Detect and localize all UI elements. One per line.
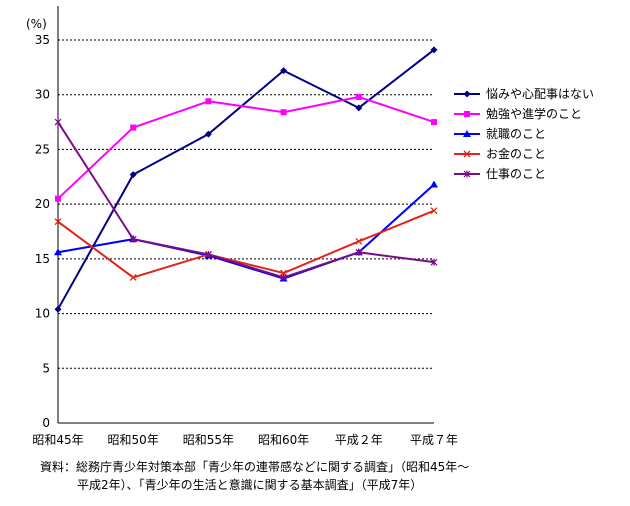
y-tick-20: 20 <box>35 197 50 211</box>
y-tick-10: 10 <box>35 307 50 321</box>
series-line-0 <box>57 49 435 310</box>
point-3-0 <box>54 218 62 226</box>
point-3-1 <box>129 274 137 281</box>
y-tick-25: 25 <box>35 142 50 156</box>
point-1-3 <box>280 109 287 116</box>
point-0-1 <box>129 171 137 179</box>
legend-item-1: 勉強や進学のこと <box>454 106 582 121</box>
legend-marker-4 <box>463 170 471 178</box>
point-1-4 <box>355 93 362 100</box>
legend-marker-2 <box>463 130 471 137</box>
y-tick-5: 5 <box>42 361 50 375</box>
source-line-1: 資料：総務庁青少年対策本部「青少年の連帯感などに関する調査」（昭和45年～ <box>40 460 470 474</box>
source-line-2: 平成2年）、「青少年の生活と意識に関する基本調査」（平成7年） <box>77 478 423 492</box>
legend-marker-1 <box>464 111 470 117</box>
y-tick-35: 35 <box>35 33 50 47</box>
legend-marker-3 <box>463 150 471 158</box>
x-tick-labels: 昭和45年 昭和50年 昭和55年 昭和60年 平成２年 平成７年 <box>32 433 458 447</box>
point-1-1 <box>130 124 137 131</box>
x-tick-5: 平成７年 <box>410 433 458 447</box>
point-4-3 <box>280 273 288 281</box>
point-3-4 <box>355 237 363 245</box>
legend-item-3: お金のこと <box>454 146 546 161</box>
y-tick-0: 0 <box>42 416 50 430</box>
y-tick-15: 15 <box>35 252 50 266</box>
legend-label-2: 就職のこと <box>486 127 546 141</box>
legend-label-3: お金のこと <box>486 146 546 161</box>
point-0-2 <box>204 130 212 138</box>
point-1-2 <box>205 98 212 105</box>
point-4-1 <box>129 235 137 243</box>
legend-item-2: 就職のこと <box>454 127 546 141</box>
source-note: 資料：総務庁青少年対策本部「青少年の連帯感などに関する調査」（昭和45年～ 平成… <box>40 458 620 494</box>
series-line-4 <box>57 121 435 279</box>
series-line-1 <box>57 95 435 200</box>
x-tick-2: 昭和55年 <box>183 433 234 447</box>
grid-lines <box>58 39 434 369</box>
series-3 <box>54 207 438 281</box>
x-tick-4: 平成２年 <box>335 433 383 447</box>
point-4-5 <box>430 258 438 266</box>
series-line-2 <box>57 183 435 280</box>
x-tick-3: 昭和60年 <box>258 433 309 447</box>
line-chart: (%) 0 5 10 15 20 25 30 35 昭和45年 昭和50年 昭和55年 昭和60年 平… <box>26 6 594 447</box>
y-tick-labels: 0 5 10 15 20 25 30 35 <box>35 33 50 430</box>
x-tick-0: 昭和45年 <box>32 433 83 447</box>
series-0 <box>54 46 438 313</box>
legend-item-4: 仕事のこと <box>454 167 546 181</box>
point-2-5 <box>430 180 438 188</box>
series-1 <box>55 93 437 202</box>
y-unit-label: (%) <box>26 17 47 31</box>
legend-label-4: 仕事のこと <box>486 167 546 181</box>
point-4-4 <box>355 248 363 256</box>
point-0-0 <box>54 305 62 313</box>
point-0-3 <box>280 67 288 75</box>
series-line-3 <box>57 209 435 279</box>
series-group <box>54 46 438 313</box>
point-4-0 <box>54 118 62 126</box>
point-2-0 <box>54 248 62 256</box>
legend-label-1: 勉強や進学のこと <box>486 106 582 121</box>
point-4-2 <box>204 250 212 258</box>
y-tick-30: 30 <box>35 88 50 102</box>
series-4 <box>54 118 438 281</box>
point-0-5 <box>430 46 438 54</box>
point-0-4 <box>355 104 363 112</box>
x-tick-1: 昭和50年 <box>108 433 159 447</box>
legend-label-0: 悩みや心配事はない <box>486 87 594 101</box>
point-1-0 <box>55 195 61 202</box>
legend-marker-0 <box>463 90 471 98</box>
legend-item-0: 悩みや心配事はない <box>454 87 594 101</box>
point-3-5 <box>430 207 438 215</box>
point-1-5 <box>431 119 437 126</box>
